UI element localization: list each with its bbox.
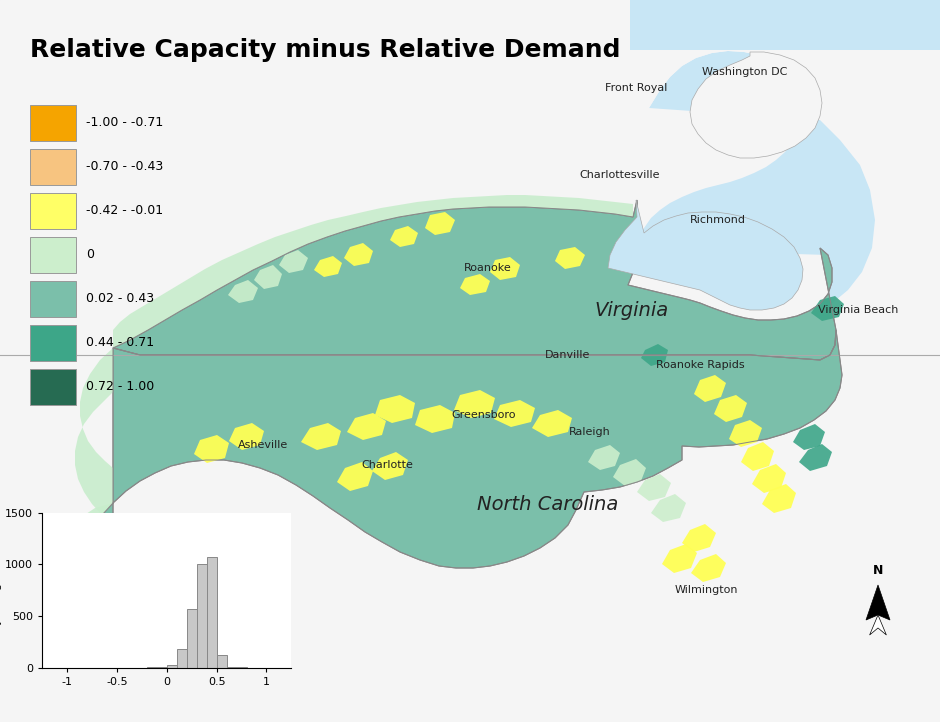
Text: Washington DC: Washington DC xyxy=(702,67,788,77)
Text: Charlottesville: Charlottesville xyxy=(580,170,660,180)
Polygon shape xyxy=(314,256,342,277)
Polygon shape xyxy=(113,200,836,360)
Polygon shape xyxy=(73,330,842,613)
Polygon shape xyxy=(228,280,258,303)
Polygon shape xyxy=(494,400,535,427)
Text: Charlotte: Charlotte xyxy=(361,460,413,470)
Text: 0.44 - 0.71: 0.44 - 0.71 xyxy=(86,336,154,349)
Polygon shape xyxy=(741,442,774,471)
Polygon shape xyxy=(555,247,585,269)
Polygon shape xyxy=(630,0,940,95)
Text: Richmond: Richmond xyxy=(690,215,746,225)
Text: Front Royal: Front Royal xyxy=(604,83,667,93)
Polygon shape xyxy=(870,615,886,635)
Polygon shape xyxy=(691,554,726,582)
FancyBboxPatch shape xyxy=(30,149,76,185)
Polygon shape xyxy=(608,200,803,310)
Polygon shape xyxy=(793,424,825,450)
Polygon shape xyxy=(729,420,762,447)
Text: 0: 0 xyxy=(86,248,94,261)
FancyBboxPatch shape xyxy=(30,237,76,273)
Text: Danville: Danville xyxy=(545,350,590,360)
Bar xyxy=(207,557,216,668)
Polygon shape xyxy=(633,51,875,305)
Polygon shape xyxy=(630,0,940,722)
Text: Roanoke Rapids: Roanoke Rapids xyxy=(656,360,744,370)
Text: Asheville: Asheville xyxy=(238,440,289,450)
Text: Raleigh: Raleigh xyxy=(569,427,611,437)
Bar xyxy=(166,665,177,668)
FancyBboxPatch shape xyxy=(30,105,76,141)
Text: North Carolina: North Carolina xyxy=(478,495,619,515)
Polygon shape xyxy=(454,390,495,418)
Polygon shape xyxy=(344,243,373,266)
Polygon shape xyxy=(337,462,373,491)
Polygon shape xyxy=(490,257,520,280)
Polygon shape xyxy=(55,503,113,614)
Polygon shape xyxy=(532,410,572,437)
Polygon shape xyxy=(662,544,697,573)
Bar xyxy=(196,564,207,668)
Bar xyxy=(227,667,246,668)
Text: 0.72 - 1.00: 0.72 - 1.00 xyxy=(86,380,154,393)
Text: -1.00 - -0.71: -1.00 - -0.71 xyxy=(86,116,164,129)
Bar xyxy=(177,648,187,668)
Bar xyxy=(187,609,196,668)
Polygon shape xyxy=(415,405,455,433)
Polygon shape xyxy=(762,484,796,513)
Polygon shape xyxy=(613,459,646,486)
Text: Greensboro: Greensboro xyxy=(452,410,516,420)
Polygon shape xyxy=(811,296,844,321)
Polygon shape xyxy=(651,494,686,522)
Polygon shape xyxy=(637,474,671,501)
Polygon shape xyxy=(866,585,890,620)
Text: N: N xyxy=(873,564,884,577)
FancyBboxPatch shape xyxy=(30,369,76,405)
Polygon shape xyxy=(460,274,490,295)
Polygon shape xyxy=(390,226,418,247)
FancyBboxPatch shape xyxy=(30,281,76,317)
Text: 0.02 - 0.43: 0.02 - 0.43 xyxy=(86,292,154,305)
Polygon shape xyxy=(694,375,726,402)
FancyBboxPatch shape xyxy=(30,325,76,361)
Polygon shape xyxy=(682,524,716,552)
Polygon shape xyxy=(637,50,940,200)
Polygon shape xyxy=(347,413,386,440)
Polygon shape xyxy=(799,444,832,471)
Polygon shape xyxy=(690,52,822,158)
Polygon shape xyxy=(113,195,633,348)
Polygon shape xyxy=(752,464,786,493)
Polygon shape xyxy=(588,445,620,470)
Polygon shape xyxy=(372,452,408,480)
Polygon shape xyxy=(301,423,341,450)
Text: -0.42 - -0.01: -0.42 - -0.01 xyxy=(86,204,164,217)
Text: Relative Capacity minus Relative Demand: Relative Capacity minus Relative Demand xyxy=(30,38,620,62)
Polygon shape xyxy=(641,344,668,366)
Polygon shape xyxy=(714,395,747,422)
Polygon shape xyxy=(73,348,113,578)
Polygon shape xyxy=(194,435,229,463)
Y-axis label: Hydrologic Unit: Hydrologic Unit xyxy=(0,547,3,633)
Polygon shape xyxy=(425,212,455,235)
Polygon shape xyxy=(229,423,264,450)
Polygon shape xyxy=(279,250,308,273)
Text: Virginia: Virginia xyxy=(595,300,669,320)
Text: Virginia Beach: Virginia Beach xyxy=(818,305,899,315)
Polygon shape xyxy=(254,265,282,289)
FancyBboxPatch shape xyxy=(30,193,76,229)
Bar xyxy=(216,656,227,668)
Text: -0.70 - -0.43: -0.70 - -0.43 xyxy=(86,160,164,173)
Polygon shape xyxy=(375,395,415,423)
Text: Roanoke: Roanoke xyxy=(464,263,512,273)
Text: Wilmington: Wilmington xyxy=(674,585,738,595)
